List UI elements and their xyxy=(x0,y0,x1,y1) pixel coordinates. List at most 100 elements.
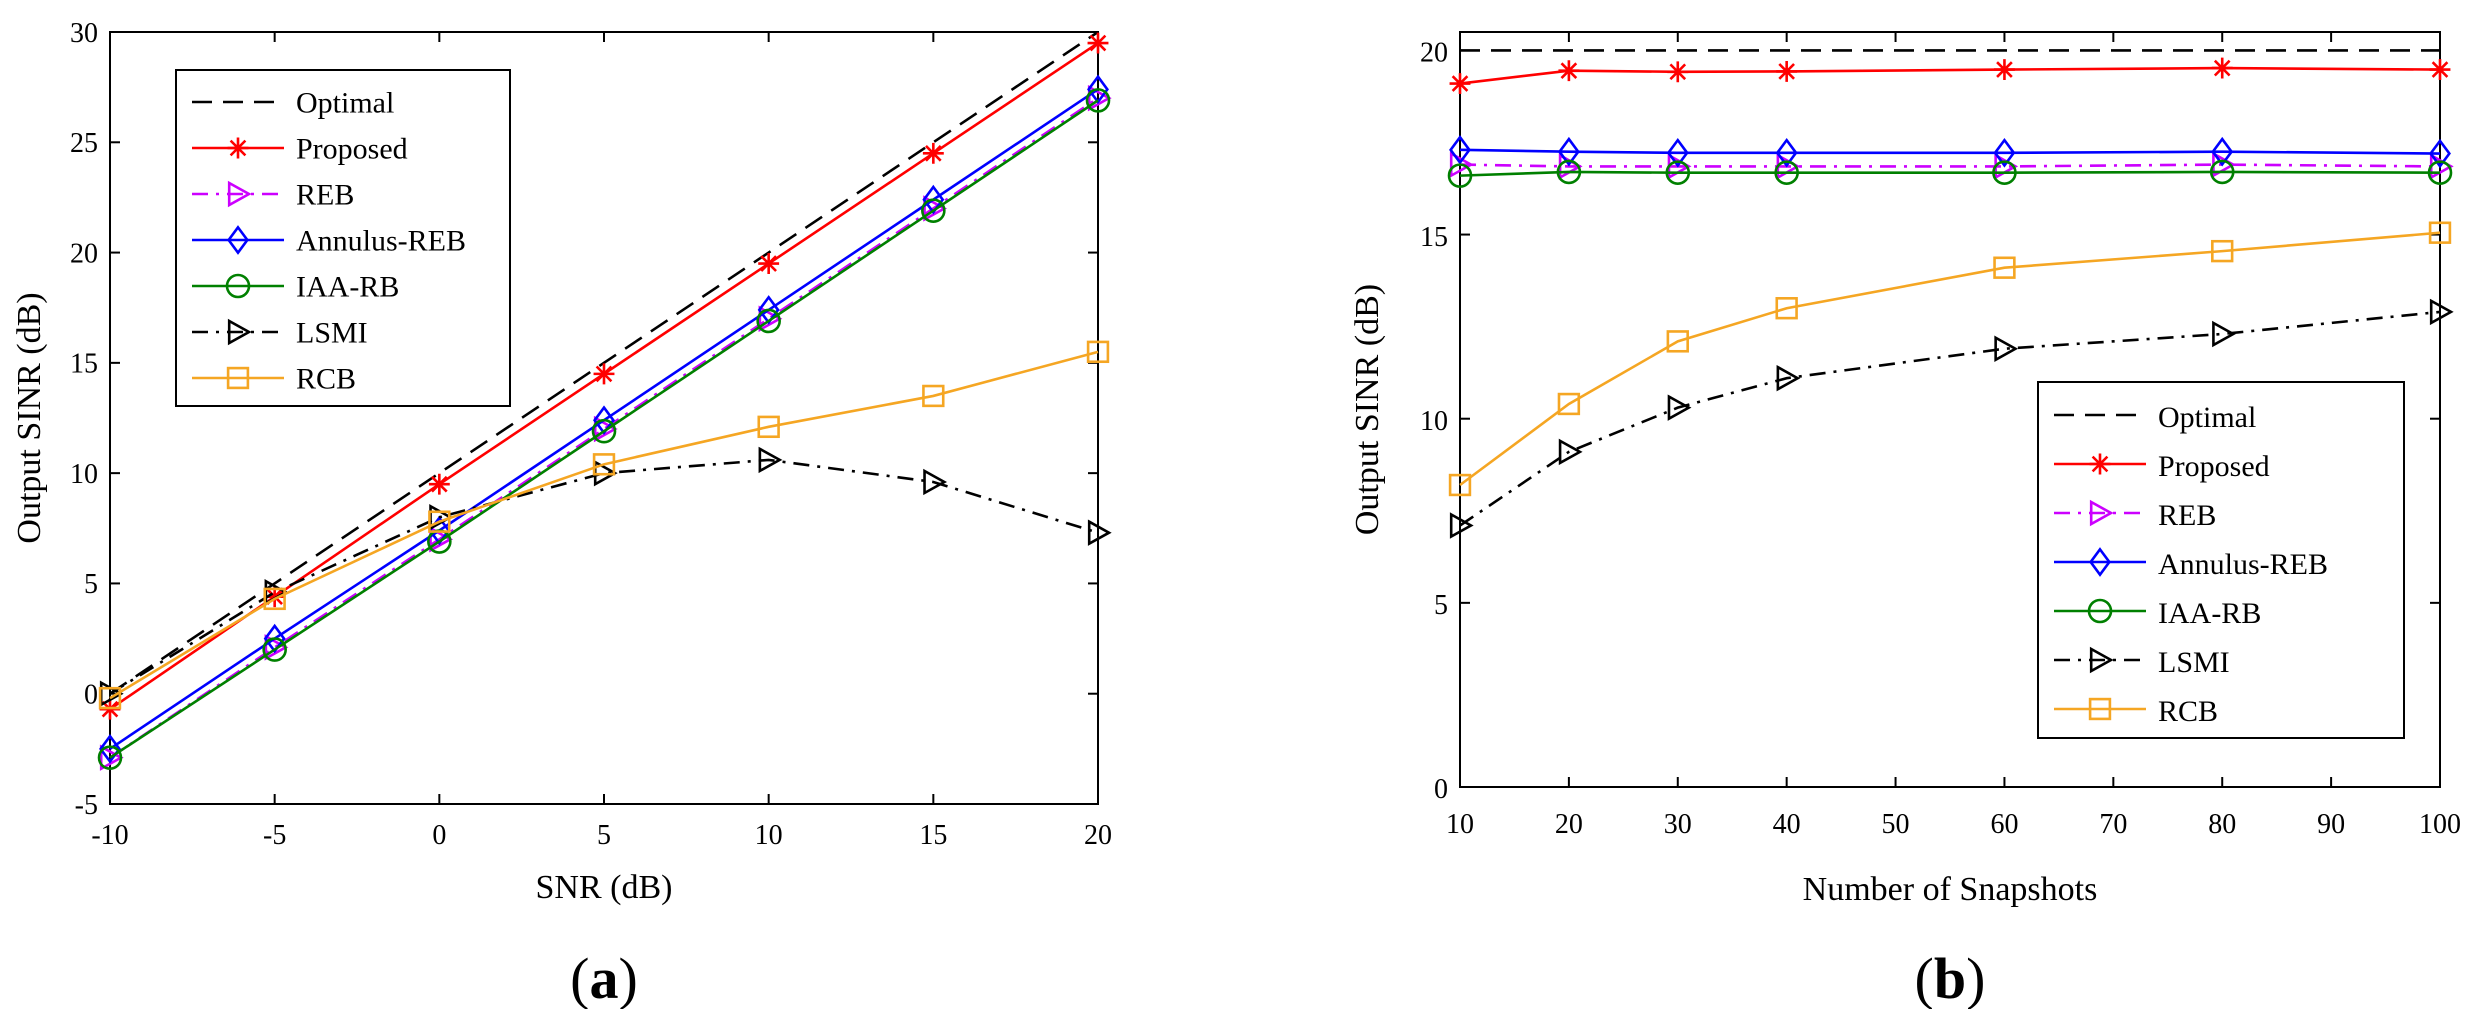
y-tick-label: 0 xyxy=(1434,774,1448,805)
data-point-rcb xyxy=(757,415,780,439)
series-line-reb xyxy=(1459,163,2441,168)
data-point-rcb xyxy=(263,587,286,611)
series-line-lsmi xyxy=(1459,310,2441,527)
data-point-annulus-reb xyxy=(1087,74,1109,105)
y-tick-label: 0 xyxy=(84,680,98,711)
data-point-annulus-reb xyxy=(2211,136,2234,167)
legend-label-lsmi: LSMI xyxy=(2158,646,2230,679)
data-point-reb xyxy=(923,195,948,222)
chart-panel-b: 10 20 30 40 50 60 70 80 90 100 0 5 10 15 20 Number of S… xyxy=(1349,31,2461,1009)
legend-label-annulus-reb: Annulus-REB xyxy=(2158,548,2328,581)
data-point-lsmi xyxy=(1776,364,1801,392)
x-tick-label: 70 xyxy=(2099,809,2127,840)
data-point-iaa-rb xyxy=(921,198,946,223)
legend-label-rcb: RCB xyxy=(2158,695,2218,728)
data-point-rcb xyxy=(1086,340,1110,364)
y-tick-label: -5 xyxy=(75,790,98,821)
data-point-lsmi xyxy=(923,468,948,496)
legend-label-lsmi: LSMI xyxy=(296,317,368,350)
data-point-proposed xyxy=(593,363,615,385)
y-tick-label: 5 xyxy=(1434,590,1448,621)
legend-label-optimal: Optimal xyxy=(2158,401,2256,434)
series-line-iaa-rb xyxy=(109,99,1099,759)
y-axis-label: Output SINR (dB) xyxy=(11,292,48,543)
legend-label-iaa-rb: IAA-RB xyxy=(296,271,399,304)
x-tick-label: 0 xyxy=(432,820,446,851)
y-tick-label: 20 xyxy=(1420,38,1448,69)
legend-label-reb: REB xyxy=(296,179,354,212)
data-point-proposed xyxy=(1558,60,1580,82)
legend-label-proposed: Proposed xyxy=(296,133,408,166)
legend-marker-reb xyxy=(2089,499,2114,527)
data-point-iaa-rb xyxy=(1665,160,1691,185)
x-axis-ticks: 10 20 30 40 50 60 70 80 90 100 xyxy=(1446,32,2461,840)
x-tick-label: 20 xyxy=(1555,809,1583,840)
data-point-proposed xyxy=(1993,59,2015,81)
series-line-iaa-rb xyxy=(1459,170,2441,177)
legend-marker-lsmi xyxy=(2089,646,2114,674)
legend-marker-iaa-rb xyxy=(2087,598,2113,624)
data-point-proposed xyxy=(428,473,450,495)
series-line-annulus-reb xyxy=(1459,148,2441,155)
series-line-rcb xyxy=(1459,231,2441,487)
data-point-annulus-reb xyxy=(1449,135,1471,165)
data-point-lsmi xyxy=(2212,320,2236,348)
data-point-proposed xyxy=(1667,61,1689,83)
data-point-iaa-rb xyxy=(1992,160,2017,185)
panel-label: (b) xyxy=(1915,946,1986,1009)
data-point-annulus-reb xyxy=(757,295,780,325)
y-tick-label: 5 xyxy=(84,569,98,600)
data-point-reb xyxy=(429,526,454,553)
x-tick-label: 20 xyxy=(1084,820,1112,851)
data-point-rcb xyxy=(1993,256,2016,279)
data-point-rcb xyxy=(922,384,945,408)
x-tick-label: 80 xyxy=(2208,809,2236,840)
data-point-reb xyxy=(593,415,618,443)
x-tick-label: -5 xyxy=(263,820,286,851)
legend-label-annulus-reb: Annulus-REB xyxy=(296,225,466,258)
x-axis-ticks: -10 -5 0 5 10 15 20 xyxy=(91,32,1112,851)
data-point-iaa-rb xyxy=(1556,159,1582,185)
y-tick-label: 10 xyxy=(70,459,98,490)
legend-marker-reb xyxy=(227,180,252,208)
x-tick-label: 40 xyxy=(1773,809,1801,840)
data-point-iaa-rb xyxy=(591,418,617,444)
y-tick-label: 20 xyxy=(70,238,98,269)
data-point-lsmi xyxy=(1667,394,1692,421)
data-point-proposed xyxy=(758,253,780,275)
x-tick-label: 15 xyxy=(919,820,947,851)
data-point-iaa-rb xyxy=(262,637,287,662)
x-tick-label: 90 xyxy=(2317,809,2345,840)
data-point-proposed xyxy=(2429,59,2451,81)
legend-label-iaa-rb: IAA-RB xyxy=(2158,597,2261,630)
legend-marker-proposed xyxy=(227,137,249,159)
data-point-rcb xyxy=(2211,239,2234,263)
data-point-lsmi xyxy=(2429,298,2454,326)
y-tick-label: 10 xyxy=(1420,406,1448,437)
x-tick-label: 50 xyxy=(1882,809,1910,840)
legend-box xyxy=(2037,381,2405,739)
data-point-rcb xyxy=(1557,392,1581,416)
y-axis-label: Output SINR (dB) xyxy=(1349,284,1386,535)
y-tick-label: 15 xyxy=(70,349,98,380)
legend-marker-annulus-reb xyxy=(2089,547,2111,577)
series-line-reb xyxy=(109,97,1099,759)
data-point-rcb xyxy=(1666,330,1689,353)
legend-marker-lsmi xyxy=(227,318,252,346)
data-point-proposed xyxy=(264,586,286,608)
y-tick-label: 30 xyxy=(70,18,98,49)
data-point-proposed xyxy=(1087,32,1109,54)
legend-marker-annulus-reb xyxy=(227,225,249,255)
data-point-rcb xyxy=(1775,297,1798,320)
data-point-lsmi xyxy=(1994,335,2019,362)
data-point-rcb xyxy=(592,453,616,476)
legend-label-reb: REB xyxy=(2158,499,2216,532)
x-tick-label: 10 xyxy=(755,820,783,851)
series-line-rcb xyxy=(109,350,1099,700)
x-tick-label: -10 xyxy=(91,820,128,851)
data-point-lsmi xyxy=(758,446,783,474)
data-point-iaa-rb xyxy=(1774,160,1799,185)
data-point-rcb xyxy=(1448,473,1472,497)
